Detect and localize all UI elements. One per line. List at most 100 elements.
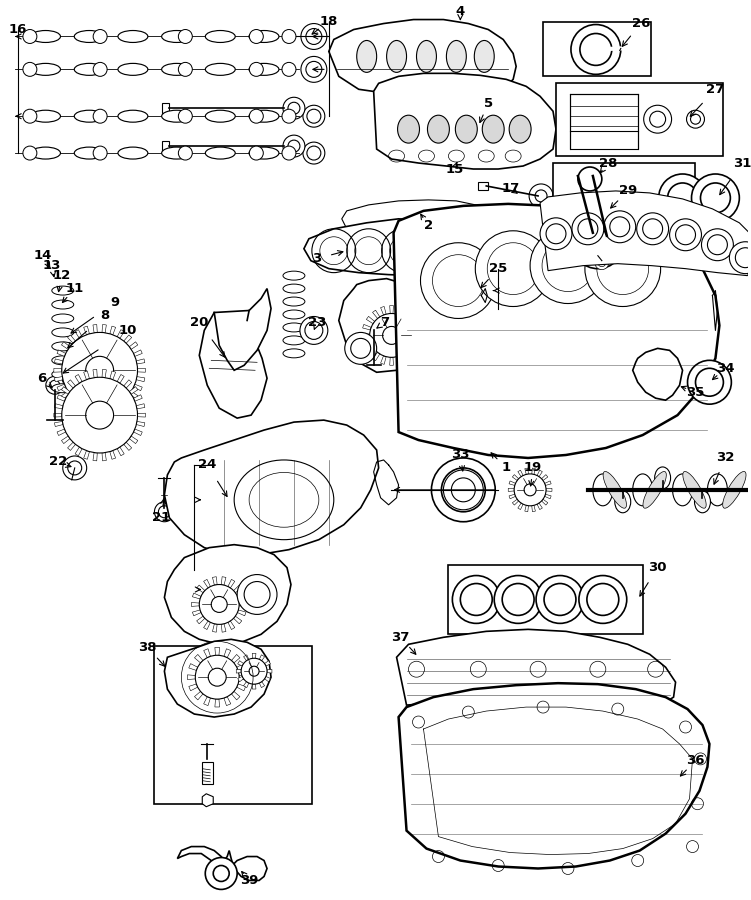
Bar xyxy=(553,163,695,261)
Ellipse shape xyxy=(249,147,279,159)
Ellipse shape xyxy=(52,342,74,351)
Polygon shape xyxy=(214,289,271,370)
Polygon shape xyxy=(264,661,270,666)
Text: 30: 30 xyxy=(648,561,667,574)
Ellipse shape xyxy=(205,110,235,122)
Polygon shape xyxy=(222,624,226,632)
Ellipse shape xyxy=(397,115,420,143)
Polygon shape xyxy=(540,191,751,275)
Ellipse shape xyxy=(722,472,746,508)
Text: 21: 21 xyxy=(152,511,170,525)
Circle shape xyxy=(443,470,483,509)
Circle shape xyxy=(540,218,572,249)
Polygon shape xyxy=(259,681,264,688)
Polygon shape xyxy=(55,376,63,382)
Text: 31: 31 xyxy=(733,157,751,169)
Polygon shape xyxy=(541,474,547,481)
Polygon shape xyxy=(213,577,217,585)
Polygon shape xyxy=(224,649,231,658)
Polygon shape xyxy=(412,341,421,346)
Ellipse shape xyxy=(683,472,706,508)
Polygon shape xyxy=(110,451,116,459)
Circle shape xyxy=(195,655,239,699)
Polygon shape xyxy=(508,489,514,491)
Circle shape xyxy=(595,256,609,270)
Polygon shape xyxy=(164,544,291,644)
Text: 25: 25 xyxy=(489,262,508,275)
Polygon shape xyxy=(199,312,267,418)
Polygon shape xyxy=(403,352,411,361)
Polygon shape xyxy=(57,384,66,391)
Polygon shape xyxy=(62,342,70,349)
Circle shape xyxy=(345,332,377,365)
Text: 12: 12 xyxy=(53,269,71,282)
Ellipse shape xyxy=(593,474,613,506)
Text: 4: 4 xyxy=(456,5,465,18)
Circle shape xyxy=(637,213,668,245)
Text: 37: 37 xyxy=(391,631,410,644)
Polygon shape xyxy=(124,442,131,450)
Polygon shape xyxy=(525,505,529,512)
Polygon shape xyxy=(264,677,270,681)
Polygon shape xyxy=(83,371,89,380)
Polygon shape xyxy=(215,647,219,655)
Polygon shape xyxy=(381,307,386,315)
Polygon shape xyxy=(57,350,66,356)
Polygon shape xyxy=(192,610,201,616)
Bar xyxy=(448,564,643,634)
Circle shape xyxy=(701,229,734,261)
Circle shape xyxy=(93,109,107,123)
Text: 23: 23 xyxy=(308,316,326,329)
Ellipse shape xyxy=(74,147,104,159)
Circle shape xyxy=(282,146,296,160)
Circle shape xyxy=(93,146,107,160)
Polygon shape xyxy=(237,610,246,616)
Circle shape xyxy=(529,184,553,208)
Ellipse shape xyxy=(31,31,61,42)
Polygon shape xyxy=(234,585,242,593)
Ellipse shape xyxy=(455,115,478,143)
Polygon shape xyxy=(137,404,145,409)
Circle shape xyxy=(365,318,382,336)
Circle shape xyxy=(572,213,604,245)
Ellipse shape xyxy=(161,147,192,159)
Ellipse shape xyxy=(427,115,449,143)
Circle shape xyxy=(282,62,296,77)
Polygon shape xyxy=(189,663,198,670)
Polygon shape xyxy=(399,683,710,868)
Polygon shape xyxy=(102,453,107,461)
Ellipse shape xyxy=(118,110,148,122)
Circle shape xyxy=(282,109,296,123)
Text: 9: 9 xyxy=(110,296,119,309)
Ellipse shape xyxy=(417,40,436,72)
Polygon shape xyxy=(162,141,170,151)
Polygon shape xyxy=(129,387,138,394)
Text: 11: 11 xyxy=(65,282,84,295)
Polygon shape xyxy=(409,347,417,355)
Circle shape xyxy=(452,575,500,624)
Polygon shape xyxy=(394,204,719,458)
Polygon shape xyxy=(134,395,142,401)
Circle shape xyxy=(249,30,264,43)
Polygon shape xyxy=(197,616,205,624)
Ellipse shape xyxy=(283,271,305,280)
Circle shape xyxy=(237,574,277,615)
Polygon shape xyxy=(204,621,210,629)
Circle shape xyxy=(670,219,701,251)
Polygon shape xyxy=(329,20,516,99)
Ellipse shape xyxy=(249,110,279,122)
Polygon shape xyxy=(55,359,63,364)
Ellipse shape xyxy=(249,63,279,76)
Circle shape xyxy=(23,30,37,43)
Ellipse shape xyxy=(655,467,671,489)
Ellipse shape xyxy=(283,297,305,306)
Polygon shape xyxy=(202,794,213,806)
Polygon shape xyxy=(129,436,138,444)
Bar xyxy=(155,646,312,804)
Polygon shape xyxy=(83,451,89,459)
Polygon shape xyxy=(228,580,235,588)
Polygon shape xyxy=(93,453,98,461)
Ellipse shape xyxy=(74,31,104,42)
Polygon shape xyxy=(238,677,243,681)
Polygon shape xyxy=(372,352,380,361)
